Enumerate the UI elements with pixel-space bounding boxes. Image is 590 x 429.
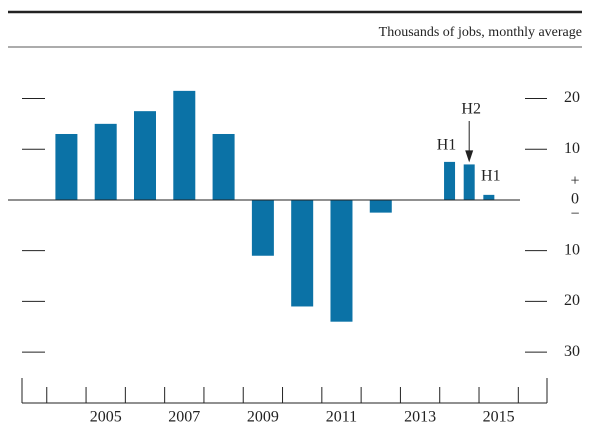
bar — [133, 111, 156, 200]
annotation: H2 — [461, 101, 481, 118]
unit-label: Thousands of jobs, monthly average — [379, 25, 582, 40]
y-tick-label: 10 — [564, 140, 580, 157]
bar — [55, 133, 78, 200]
bar — [463, 164, 475, 200]
bar — [444, 161, 456, 200]
x-tick-label: 2013 — [404, 409, 436, 426]
annotation: H1 — [437, 137, 457, 154]
y-tick-label: 20 — [564, 89, 580, 106]
plus-sign: + — [570, 173, 579, 190]
bar — [330, 199, 353, 322]
x-tick-label: 2005 — [90, 409, 122, 426]
bar — [94, 123, 117, 200]
bar — [212, 133, 235, 200]
x-tick-label: 2011 — [326, 409, 357, 426]
x-tick-label: 2009 — [247, 409, 279, 426]
x-tick-label: 2015 — [483, 409, 515, 426]
bar — [369, 199, 392, 213]
y-tick-label: 20 — [564, 292, 580, 309]
bar — [251, 199, 274, 256]
zero-label: 0 — [571, 191, 579, 208]
bar — [173, 90, 196, 200]
annotation: H1 — [481, 168, 501, 185]
arrow-head — [465, 150, 474, 163]
y-tick-label: 10 — [564, 241, 580, 258]
minus-sign: − — [570, 206, 579, 223]
y-tick-label: 30 — [564, 343, 580, 360]
bar — [291, 199, 314, 307]
bar — [483, 194, 495, 200]
x-tick-label: 2007 — [168, 409, 200, 426]
